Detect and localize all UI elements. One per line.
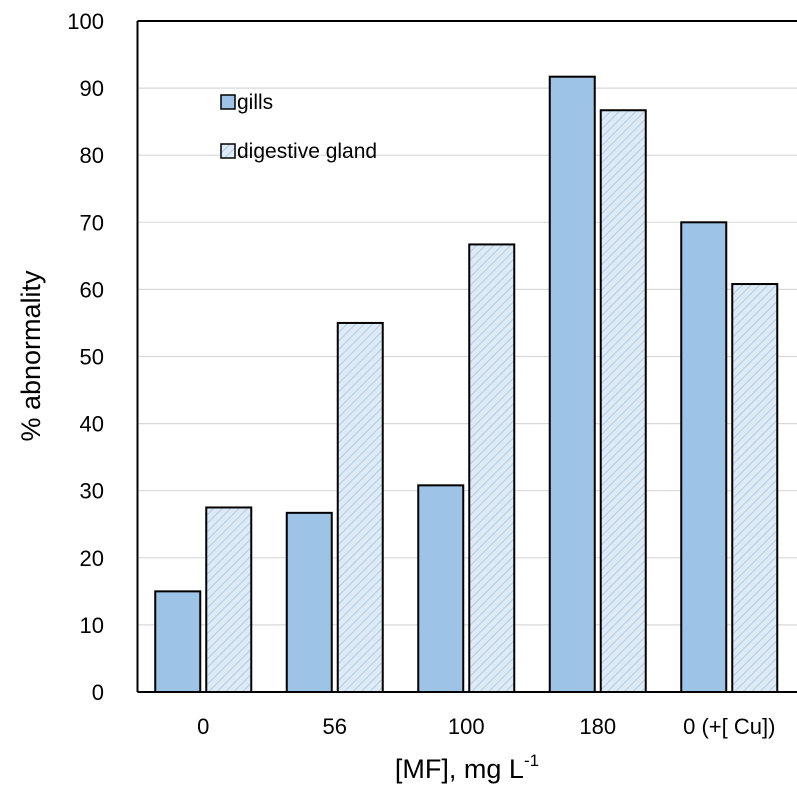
y-tick-label: 60 xyxy=(80,277,104,302)
bar-digestive-gland xyxy=(336,321,384,693)
y-tick-label: 70 xyxy=(80,210,104,235)
x-axis-title-superscript: -1 xyxy=(524,751,539,770)
bar-digestive-gland xyxy=(468,243,516,693)
legend-label-gills: gills xyxy=(237,91,273,114)
y-tick-label: 100 xyxy=(67,9,104,34)
x-tick-label: 56 xyxy=(323,714,347,739)
x-tick-label: 180 xyxy=(579,714,616,739)
y-tick-label: 30 xyxy=(80,479,104,504)
y-tick-label: 20 xyxy=(80,546,104,571)
x-tick-label: 100 xyxy=(448,714,485,739)
x-tick-label: 0 (+[ Cu]) xyxy=(683,714,775,739)
bar-gills xyxy=(154,590,202,693)
y-tick-label: 40 xyxy=(80,412,104,437)
bar-gills xyxy=(548,75,596,694)
bar-digestive-gland xyxy=(205,506,253,693)
bar-gills xyxy=(417,484,465,693)
x-axis-title-main: [MF], mg L xyxy=(395,754,524,784)
y-tick-label: 90 xyxy=(80,76,104,101)
y-tick-label: 0 xyxy=(92,680,104,705)
x-tick-labels: 0 56 100 180 0 (+[ Cu]) xyxy=(197,714,775,739)
x-axis-title: [MF], mg L-1 xyxy=(395,751,539,784)
bars xyxy=(154,75,779,694)
y-tick-labels: 0 10 20 30 40 50 60 70 80 90 100 xyxy=(67,9,104,705)
legend-swatch-gills xyxy=(220,94,236,110)
bar-gills xyxy=(285,511,333,694)
legend: gills digestive gland xyxy=(220,91,377,163)
y-tick-label: 80 xyxy=(80,143,104,168)
bar-digestive-gland xyxy=(599,109,647,694)
x-tick-label: 0 xyxy=(197,714,209,739)
bar-gills xyxy=(680,221,728,694)
y-axis-title: % abnormality xyxy=(16,270,46,442)
legend-swatch-digestive-gland xyxy=(220,143,236,159)
y-tick-label: 10 xyxy=(80,613,104,638)
bar-digestive-gland xyxy=(731,283,779,693)
y-tick-label: 50 xyxy=(80,345,104,370)
legend-label-digestive-gland: digestive gland xyxy=(237,140,377,163)
